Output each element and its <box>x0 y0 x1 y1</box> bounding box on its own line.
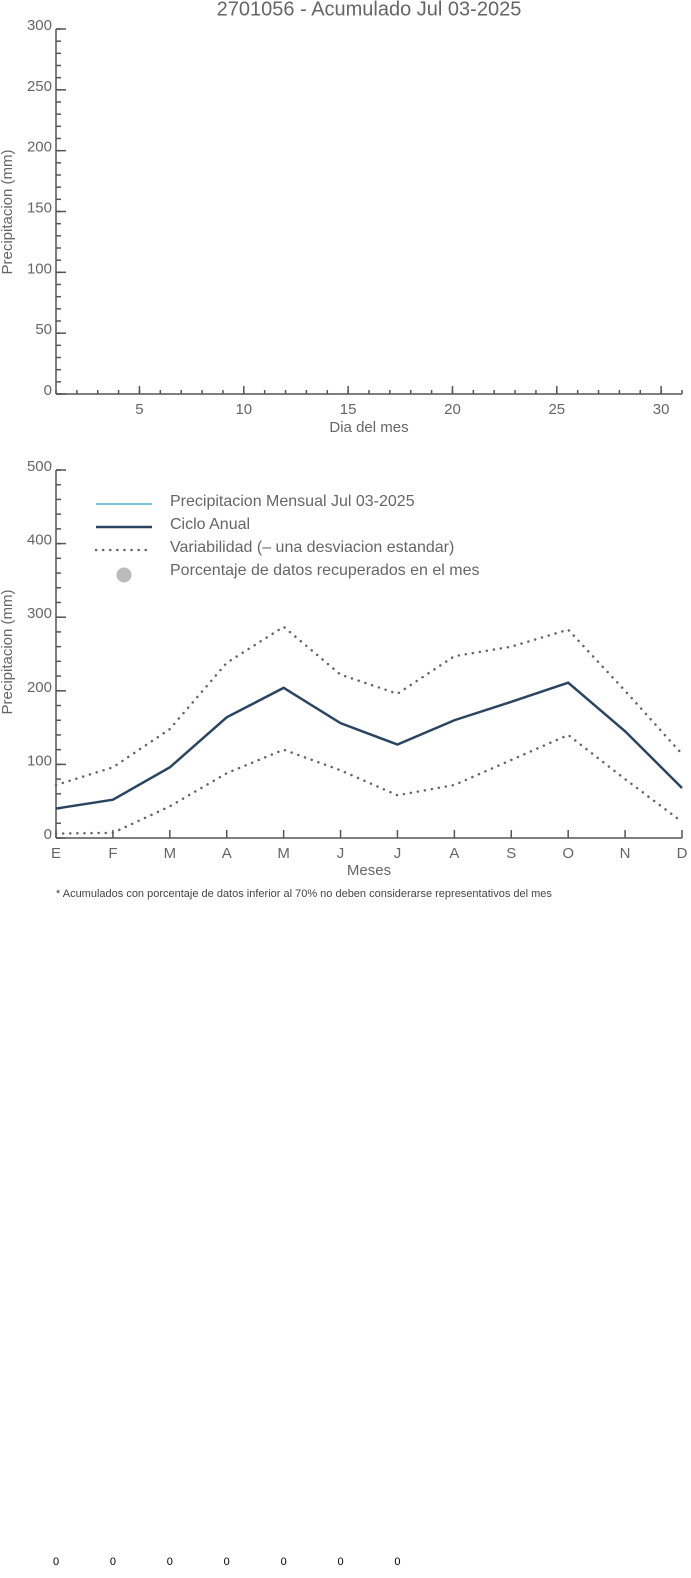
x-tick-label: M <box>277 845 290 862</box>
y-tick-label: 200 <box>27 139 52 156</box>
percent-label: 0 <box>224 1556 230 1568</box>
x-tick-label: O <box>562 845 574 862</box>
y-tick-label: 100 <box>27 752 52 769</box>
x-tick-label: M <box>164 845 177 862</box>
y-tick-label: 400 <box>27 532 52 549</box>
series-line <box>55 681 683 810</box>
percent-label: 0 <box>394 1556 400 1568</box>
legend-label: Porcentaje de datos recuperados en el me… <box>170 562 480 579</box>
x-axis-label: Meses <box>347 862 391 879</box>
x-tick-label: 30 <box>653 401 670 418</box>
percent-label: 0 <box>281 1556 287 1568</box>
y-tick-label: 0 <box>44 826 52 843</box>
y-tick-label: 0 <box>44 382 52 399</box>
x-tick-label: 25 <box>548 401 565 418</box>
x-tick-label: 10 <box>235 401 252 418</box>
percent-label: 0 <box>110 1556 116 1568</box>
x-tick-label: 20 <box>444 401 461 418</box>
y-axis-label: Precipitacion (mm) <box>0 149 16 274</box>
y-tick-label: 100 <box>27 260 52 277</box>
legend-label: Variabilidad (– una desviacion estandar) <box>170 539 454 556</box>
percent-label: 0 <box>337 1556 343 1568</box>
x-tick-label: N <box>620 845 631 862</box>
series-line-lower <box>54 733 684 835</box>
x-tick-label: 5 <box>135 401 143 418</box>
x-tick-label: J <box>394 845 402 862</box>
chart-title: 2701056 - Acumulado Jul 03-2025 <box>217 0 522 20</box>
footnote: * Acumulados con porcentaje de datos inf… <box>56 888 552 900</box>
y-tick-label: 50 <box>35 321 52 338</box>
y-axis-label: Precipitacion (mm) <box>0 589 16 714</box>
x-tick-label: A <box>222 845 232 862</box>
x-tick-label: 15 <box>340 401 357 418</box>
y-tick-label: 500 <box>27 458 52 475</box>
x-tick-label: F <box>108 845 117 862</box>
percent-label: 0 <box>167 1556 173 1568</box>
y-tick-label: 200 <box>27 679 52 696</box>
y-tick-label: 300 <box>27 605 52 622</box>
x-tick-label: S <box>506 845 516 862</box>
x-tick-label: A <box>449 845 459 862</box>
x-tick-label: J <box>337 845 345 862</box>
percent-label: 0 <box>53 1556 59 1568</box>
x-tick-label: D <box>677 845 688 862</box>
legend-label: Precipitacion Mensual Jul 03-2025 <box>170 493 415 510</box>
legend-swatch <box>116 567 132 583</box>
series-line <box>54 625 684 787</box>
y-tick-label: 250 <box>27 78 52 95</box>
x-tick-label: E <box>51 845 61 862</box>
y-tick-label: 150 <box>27 199 52 216</box>
x-axis-label: Dia del mes <box>329 419 408 436</box>
legend-label: Ciclo Anual <box>170 516 250 533</box>
y-tick-label: 300 <box>27 17 52 34</box>
